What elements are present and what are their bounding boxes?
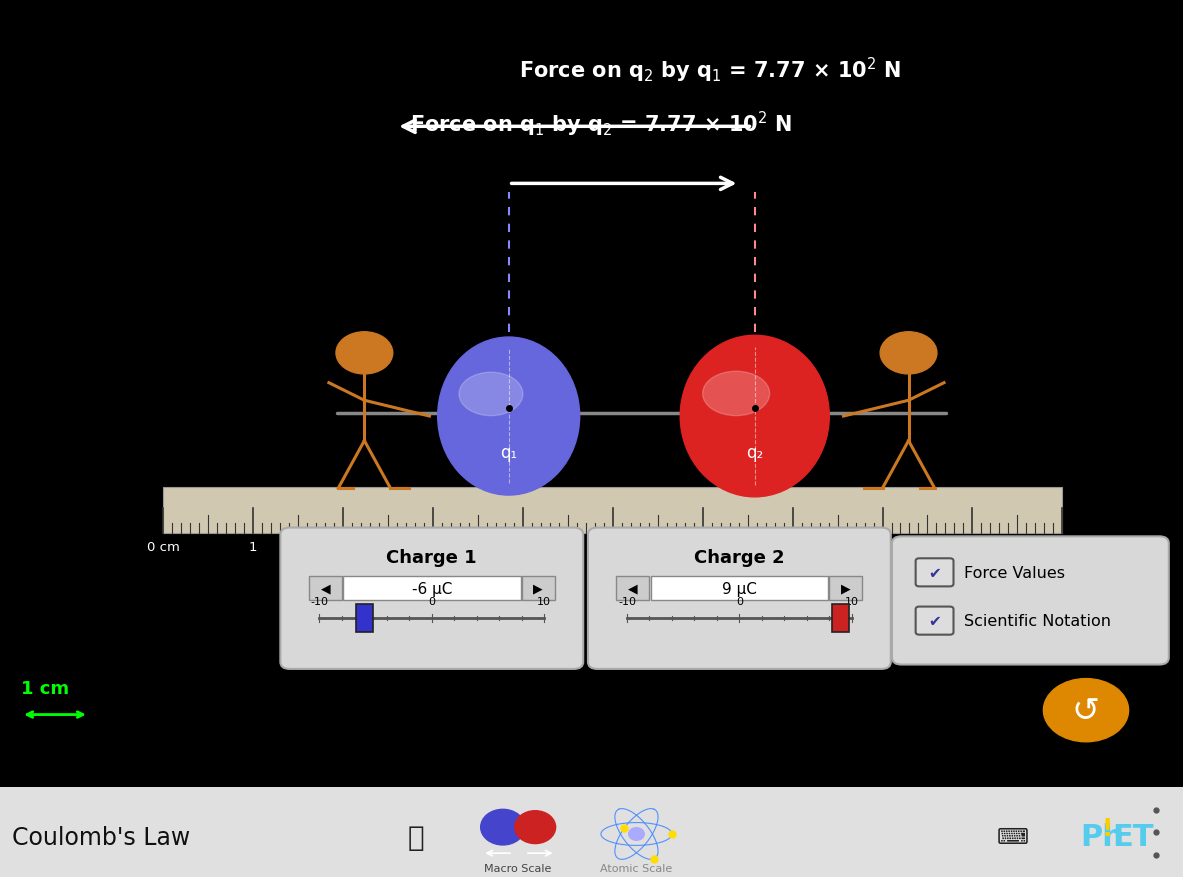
FancyBboxPatch shape: [309, 576, 342, 601]
Text: 3: 3: [428, 540, 438, 553]
Text: 6: 6: [698, 540, 707, 553]
Circle shape: [880, 332, 937, 374]
Text: Charge 2: Charge 2: [694, 548, 784, 567]
Ellipse shape: [459, 373, 523, 417]
Circle shape: [480, 809, 525, 845]
Text: 9: 9: [968, 540, 977, 553]
Text: Force on q$_1$ by q$_2$ = 7.77 × 10$^2$ N: Force on q$_1$ by q$_2$ = 7.77 × 10$^2$ …: [409, 110, 793, 139]
Text: q₁: q₁: [500, 443, 517, 461]
Text: 10: 10: [537, 596, 551, 606]
Text: 2: 2: [338, 540, 348, 553]
Text: Scientific Notation: Scientific Notation: [964, 613, 1111, 629]
Text: ◀: ◀: [628, 581, 638, 595]
Text: 9 μC: 9 μC: [722, 581, 757, 595]
Text: 🏠: 🏠: [408, 823, 425, 851]
Text: 0: 0: [736, 596, 743, 606]
Ellipse shape: [438, 338, 580, 496]
Text: -10: -10: [310, 596, 329, 606]
Text: 1 cm: 1 cm: [21, 680, 70, 697]
FancyBboxPatch shape: [616, 576, 649, 601]
Text: ET: ET: [1112, 823, 1153, 852]
FancyBboxPatch shape: [343, 576, 521, 601]
Text: -10: -10: [618, 596, 636, 606]
FancyBboxPatch shape: [916, 607, 953, 635]
Circle shape: [628, 828, 645, 840]
Text: ⌨: ⌨: [996, 827, 1029, 846]
Circle shape: [515, 810, 556, 844]
Text: 5: 5: [608, 540, 618, 553]
Text: 7: 7: [788, 540, 797, 553]
Text: 10: 10: [1054, 540, 1071, 553]
Circle shape: [1043, 679, 1129, 742]
Text: ▶: ▶: [534, 581, 543, 595]
Text: Force on q$_2$ by q$_1$ = 7.77 × 10$^2$ N: Force on q$_2$ by q$_1$ = 7.77 × 10$^2$ …: [518, 55, 901, 85]
FancyBboxPatch shape: [588, 528, 891, 669]
FancyBboxPatch shape: [280, 528, 583, 669]
Text: Force Values: Force Values: [964, 565, 1065, 581]
Text: Charge 1: Charge 1: [387, 548, 477, 567]
FancyBboxPatch shape: [356, 604, 373, 632]
Text: ▶: ▶: [841, 581, 851, 595]
Text: Macro Scale: Macro Scale: [485, 864, 551, 873]
Text: Coulomb's Law: Coulomb's Law: [12, 824, 190, 849]
Text: 1: 1: [248, 540, 258, 553]
Text: 10: 10: [845, 596, 859, 606]
FancyBboxPatch shape: [892, 537, 1169, 665]
Text: ✔: ✔: [929, 613, 940, 629]
FancyBboxPatch shape: [916, 559, 953, 587]
Text: ◀: ◀: [321, 581, 330, 595]
Text: Ph: Ph: [1080, 823, 1124, 852]
FancyBboxPatch shape: [832, 604, 848, 632]
Text: Atomic Scale: Atomic Scale: [600, 864, 673, 873]
FancyBboxPatch shape: [651, 576, 828, 601]
Text: ✔: ✔: [929, 565, 940, 581]
Text: !: !: [1101, 816, 1113, 840]
Text: ↺: ↺: [1072, 694, 1100, 727]
FancyBboxPatch shape: [0, 788, 1183, 877]
Text: q₂: q₂: [746, 444, 763, 462]
Text: 4: 4: [518, 540, 528, 553]
Circle shape: [336, 332, 393, 374]
Text: 8: 8: [878, 540, 887, 553]
Text: 0: 0: [428, 596, 435, 606]
FancyBboxPatch shape: [522, 576, 555, 601]
FancyBboxPatch shape: [163, 488, 1062, 533]
Ellipse shape: [703, 372, 770, 417]
FancyBboxPatch shape: [829, 576, 862, 601]
Text: -6 μC: -6 μC: [412, 581, 452, 595]
Text: 0 cm: 0 cm: [147, 540, 180, 553]
Ellipse shape: [680, 336, 829, 497]
